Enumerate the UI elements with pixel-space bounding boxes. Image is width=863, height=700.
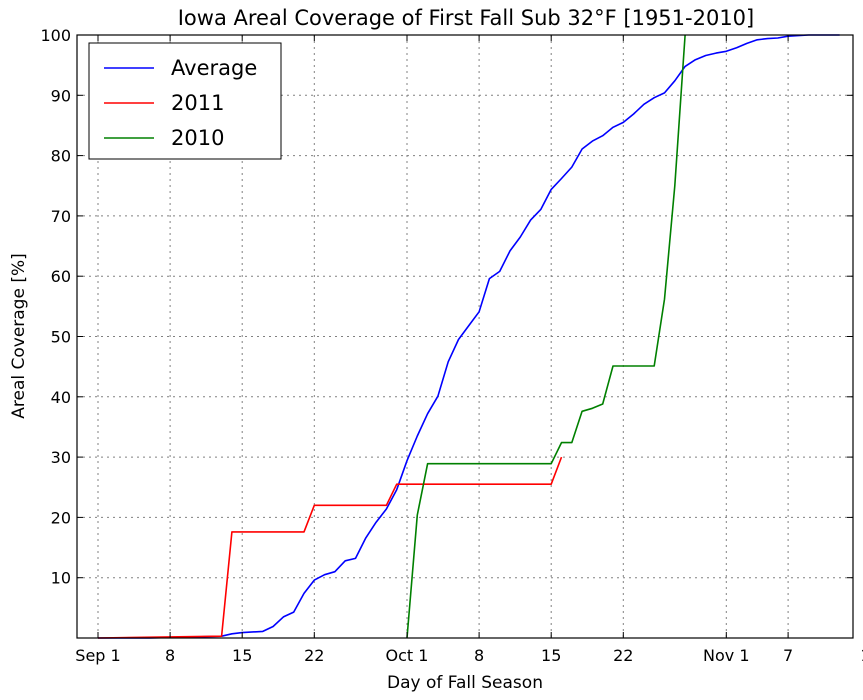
series-line-2010	[406, 34, 686, 639]
x-tick-label: Nov 1	[703, 646, 750, 665]
x-tick-label: Oct 1	[386, 646, 429, 665]
legend-label: 2011	[171, 91, 224, 115]
legend-label: 2010	[171, 126, 224, 150]
y-tick-label: 60	[51, 267, 71, 286]
y-tick-label: 50	[51, 328, 71, 347]
series-line-2011	[97, 456, 563, 639]
x-tick-label: Sep 1	[75, 646, 120, 665]
x-tick-label: 8	[474, 646, 484, 665]
series-line-average	[98, 34, 840, 639]
chart-title: Iowa Areal Coverage of First Fall Sub 32…	[178, 6, 755, 30]
y-tick-label: 30	[51, 448, 71, 467]
x-tick-label: 15	[860, 646, 863, 665]
y-tick-label: 10	[51, 569, 71, 588]
y-tick-label: 70	[51, 207, 71, 226]
x-tick-label: 22	[613, 646, 633, 665]
y-tick-label: 90	[51, 86, 71, 105]
legend-box	[88, 42, 282, 160]
x-tick-label: 22	[304, 646, 324, 665]
series-layer	[97, 34, 840, 639]
legend-label: Average	[171, 56, 257, 80]
ticks	[77, 34, 853, 638]
x-tick-label: 7	[783, 646, 793, 665]
y-tick-label: 20	[51, 508, 71, 527]
grid	[77, 34, 853, 638]
x-tick-label: 8	[165, 646, 175, 665]
x-tick-label: 15	[232, 646, 252, 665]
y-tick-labels: 10 20 30 40 50 60 70 80 90 100	[40, 26, 71, 588]
x-tick-labels: Sep 1 8 15 22 Oct 1 8 15 22 Nov 1 7 15	[75, 646, 863, 665]
legend: Average 2011 2010	[88, 42, 282, 160]
y-axis-label: Areal Coverage [%]	[9, 253, 29, 419]
x-tick-label: 15	[541, 646, 561, 665]
x-axis-label: Day of Fall Season	[387, 673, 543, 693]
y-tick-label: 40	[51, 388, 71, 407]
y-tick-label: 80	[51, 147, 71, 166]
y-tick-label: 100	[40, 26, 71, 45]
